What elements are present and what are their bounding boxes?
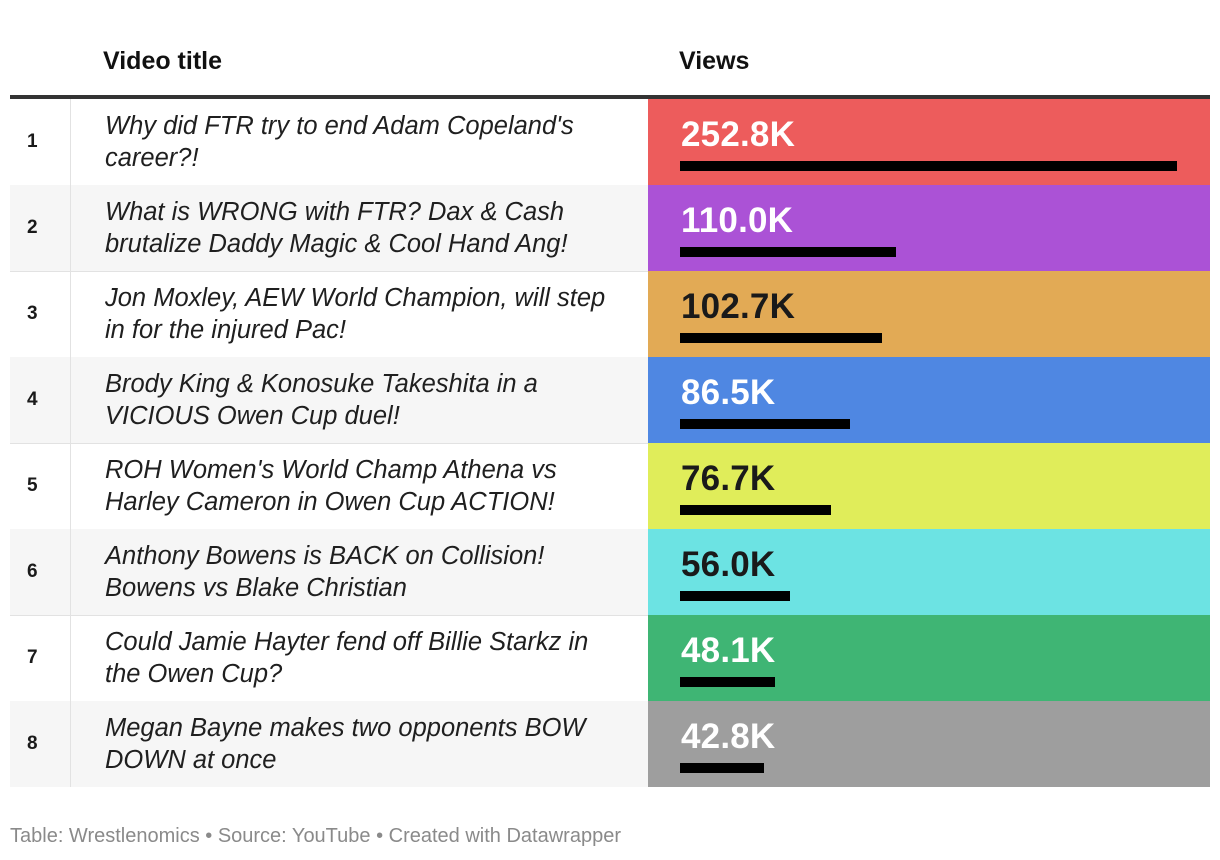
views-value: 48.1K xyxy=(681,631,776,670)
views-value: 110.0K xyxy=(681,201,794,240)
video-title-cell: Could Jamie Hayter fend off Billie Stark… xyxy=(105,628,589,688)
table-header: Video title Views xyxy=(10,0,1210,99)
table-body: 1 Why did FTR try to end Adam Copeland's … xyxy=(10,99,1210,787)
table-row: 4 Brody King & Konosuke Takeshita in a VI… xyxy=(10,357,1210,443)
views-value: 252.8K xyxy=(681,115,796,154)
views-cell: 56.0K xyxy=(648,529,1210,615)
rank-cell: 1 xyxy=(10,99,71,185)
views-bar xyxy=(680,677,775,687)
views-bar xyxy=(680,247,896,257)
rank-cell: 8 xyxy=(10,701,71,787)
table-row: 8 Megan Bayne makes two opponents BOW DOW… xyxy=(10,701,1210,787)
views-cell: 102.7K xyxy=(648,271,1210,357)
views-cell: 48.1K xyxy=(648,615,1210,701)
views-cell: 252.8K xyxy=(648,99,1210,185)
views-value: 76.7K xyxy=(681,459,776,498)
views-bar xyxy=(680,161,1177,171)
views-cell: 86.5K xyxy=(648,357,1210,443)
rank-cell: 2 xyxy=(10,185,71,271)
views-bar xyxy=(680,333,882,343)
views-cell: 42.8K xyxy=(648,701,1210,787)
views-table: Video title Views 1 Why did FTR try to en… xyxy=(10,0,1210,787)
table-row: 1 Why did FTR try to end Adam Copeland's … xyxy=(10,99,1210,185)
rank-cell: 5 xyxy=(10,443,71,529)
views-bar xyxy=(680,505,831,515)
views-value: 42.8K xyxy=(681,717,776,756)
table-row: 5 ROH Women's World Champ Athena vs Harle… xyxy=(10,443,1210,529)
views-value: 102.7K xyxy=(681,287,796,326)
column-header-title: Video title xyxy=(103,47,223,75)
views-value: 56.0K xyxy=(681,545,776,584)
footer-credits: Table: Wrestlenomics • Source: YouTube •… xyxy=(10,825,621,847)
views-cell: 110.0K xyxy=(648,185,1210,271)
video-title-cell: Brody King & Konosuke Takeshita in a VIC… xyxy=(71,357,648,443)
video-title-cell: Anthony Bowens is BACK on Collision! Bow… xyxy=(71,529,648,615)
rank-cell: 6 xyxy=(10,529,71,615)
rank-cell: 4 xyxy=(10,357,71,443)
video-title-cell: What is WRONG with FTR? Dax & Cash bruta… xyxy=(71,185,648,271)
rank-cell: 7 xyxy=(10,615,71,701)
views-value: 86.5K xyxy=(681,373,776,412)
video-title-cell: Why did FTR try to end Adam Copeland's c… xyxy=(105,112,574,172)
column-header-views: Views xyxy=(679,47,750,75)
views-bar xyxy=(680,591,790,601)
table-row: 2 What is WRONG with FTR? Dax & Cash brut… xyxy=(10,185,1210,271)
video-title-cell: Jon Moxley, AEW World Champion, will ste… xyxy=(105,284,606,344)
table-row: 7 Could Jamie Hayter fend off Billie Star… xyxy=(10,615,1210,701)
video-title-cell: ROH Women's World Champ Athena vs Harley… xyxy=(105,456,557,516)
views-bar xyxy=(680,419,850,429)
rank-cell: 3 xyxy=(10,271,71,357)
table-row: 6 Anthony Bowens is BACK on Collision! Bo… xyxy=(10,529,1210,615)
views-bar xyxy=(680,763,764,773)
video-title-cell: Megan Bayne makes two opponents BOW DOWN… xyxy=(71,701,648,787)
views-cell: 76.7K xyxy=(648,443,1210,529)
table-row: 3 Jon Moxley, AEW World Champion, will st… xyxy=(10,271,1210,357)
